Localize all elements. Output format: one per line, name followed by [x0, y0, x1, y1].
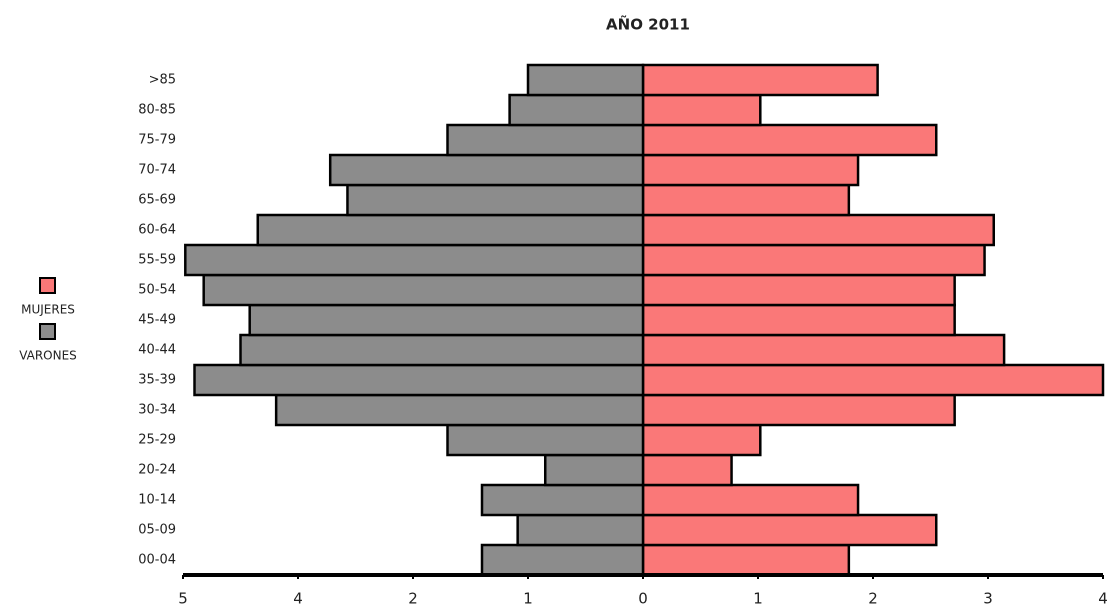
- bar: [641, 213, 995, 247]
- y-tick-label: 80-85: [138, 103, 176, 118]
- bar: [641, 453, 733, 487]
- y-tick-label: 45-49: [138, 313, 176, 328]
- bar: [641, 483, 860, 517]
- bar: [641, 243, 986, 277]
- bar: [446, 123, 645, 157]
- bar: [641, 543, 851, 577]
- x-tick-label: 2: [868, 590, 878, 605]
- bar: [641, 63, 879, 97]
- bar: [641, 393, 956, 427]
- y-tick-label: 70-74: [138, 163, 176, 178]
- y-tick-label: 75-79: [138, 133, 176, 148]
- bar: [202, 273, 645, 307]
- y-tick-label: 10-14: [138, 493, 176, 508]
- y-tick-label: >85: [149, 73, 176, 88]
- bar: [480, 543, 645, 577]
- bar: [480, 483, 645, 517]
- y-tick-label: 05-09: [138, 523, 176, 538]
- bar: [239, 333, 645, 367]
- bar: [526, 63, 645, 97]
- bar: [328, 153, 645, 187]
- y-tick-label: 55-59: [138, 253, 176, 268]
- bar: [193, 363, 645, 397]
- bar: [248, 303, 645, 337]
- y-tick-label: 00-04: [138, 553, 176, 568]
- legend-label: VARONES: [19, 349, 77, 363]
- bar: [641, 93, 762, 127]
- y-tick-label: 20-24: [138, 463, 176, 478]
- x-tick-label: 4: [293, 590, 303, 605]
- bar: [516, 513, 645, 547]
- y-tick-label: 60-64: [138, 223, 176, 238]
- bar: [641, 423, 762, 457]
- x-tick-label: 1: [753, 590, 763, 605]
- x-tick-label: 1: [523, 590, 533, 605]
- y-tick-label: 40-44: [138, 343, 176, 358]
- bar: [641, 123, 938, 157]
- bar: [256, 213, 645, 247]
- chart-title: AÑO 2011: [606, 15, 690, 34]
- bar: [544, 453, 645, 487]
- bar: [641, 513, 938, 547]
- x-tick-label: 2: [408, 590, 418, 605]
- bar: [641, 273, 956, 307]
- y-tick-label: 30-34: [138, 403, 176, 418]
- x-tick-label: 4: [1098, 590, 1108, 605]
- bar: [346, 183, 645, 217]
- y-tick-label: 25-29: [138, 433, 176, 448]
- bar: [641, 363, 1105, 397]
- bar: [184, 243, 645, 277]
- y-tick-label: 50-54: [138, 283, 176, 298]
- bar: [446, 423, 645, 457]
- legend-label: MUJERES: [21, 303, 75, 317]
- bar: [641, 153, 860, 187]
- bar: [508, 93, 645, 127]
- bar: [641, 303, 956, 337]
- x-tick-label: 3: [983, 590, 993, 605]
- y-tick-label: 65-69: [138, 193, 176, 208]
- bar: [641, 183, 851, 217]
- x-tick-label: 5: [178, 590, 188, 605]
- bar: [641, 333, 1006, 367]
- legend-swatch: [39, 277, 56, 294]
- bar: [274, 393, 645, 427]
- y-tick-label: 35-39: [138, 373, 176, 388]
- legend-swatch: [39, 323, 56, 340]
- x-tick-label: 0: [638, 590, 648, 605]
